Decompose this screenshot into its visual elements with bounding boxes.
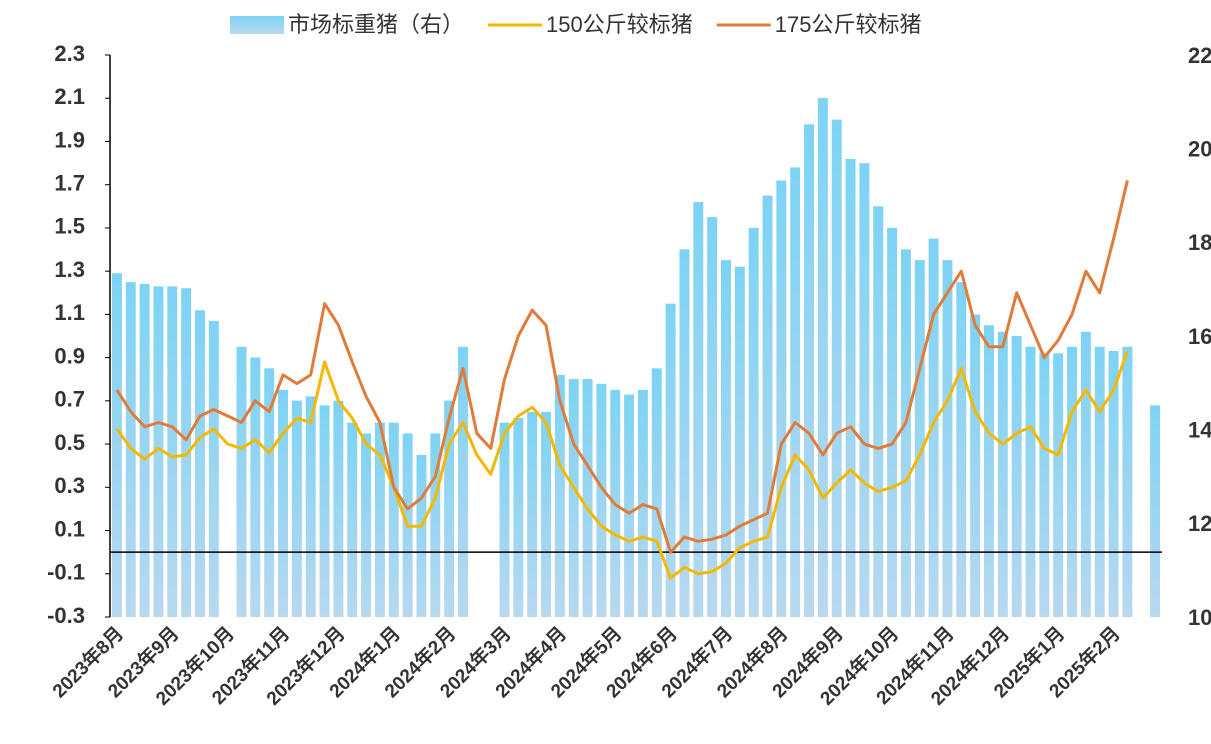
y-tick-label: 0.7 xyxy=(54,387,85,412)
y-tick-label: -0.3 xyxy=(47,603,85,628)
bar xyxy=(194,310,205,617)
legend-swatch xyxy=(230,16,284,34)
bar xyxy=(1108,350,1119,617)
y-tick-label: 0.9 xyxy=(54,343,85,368)
bar xyxy=(887,227,898,617)
bar xyxy=(1094,346,1105,617)
bar xyxy=(499,422,510,617)
bar xyxy=(748,227,759,617)
bar xyxy=(1067,346,1078,617)
bar xyxy=(1080,331,1091,617)
bar xyxy=(762,195,773,617)
bar xyxy=(804,124,815,618)
bar xyxy=(734,266,745,617)
bar xyxy=(900,249,911,617)
y-tick-label: 1.1 xyxy=(54,300,85,325)
bar xyxy=(790,167,801,617)
bar xyxy=(845,158,856,617)
bar xyxy=(624,394,635,617)
bar xyxy=(679,249,690,617)
y2-tick-label: 120 xyxy=(1188,511,1211,536)
bar xyxy=(817,98,828,617)
bar xyxy=(361,433,372,617)
bar xyxy=(1039,353,1050,617)
bar xyxy=(554,374,565,617)
bar xyxy=(111,273,122,617)
bar xyxy=(319,405,330,617)
y2-tick-label: 160 xyxy=(1188,324,1211,349)
bar xyxy=(582,379,593,617)
bar xyxy=(997,331,1008,617)
bar xyxy=(928,238,939,617)
bar xyxy=(236,346,247,617)
bar xyxy=(457,346,468,617)
y2-tick-label: 220 xyxy=(1188,43,1211,68)
bar xyxy=(347,422,358,617)
bar xyxy=(278,389,289,617)
bar xyxy=(513,417,524,617)
bar xyxy=(250,357,261,617)
bar xyxy=(333,400,344,617)
legend-label: 市场标重猪（右） xyxy=(288,12,464,37)
y-tick-label: -0.1 xyxy=(47,560,85,585)
legend-label: 175公斤较标猪 xyxy=(775,12,922,37)
bar xyxy=(444,400,455,617)
bar xyxy=(942,260,953,617)
bar xyxy=(527,411,538,617)
bar xyxy=(776,180,787,617)
y-tick-label: 2.1 xyxy=(54,84,85,109)
bar xyxy=(374,422,385,617)
bar xyxy=(139,284,150,617)
bar xyxy=(125,282,136,617)
bar xyxy=(291,400,302,617)
legend-label: 150公斤较标猪 xyxy=(546,12,693,37)
bar xyxy=(859,163,870,617)
bar xyxy=(665,303,676,617)
bar xyxy=(651,368,662,617)
y-tick-label: 2.3 xyxy=(54,41,85,66)
y-tick-label: 1.3 xyxy=(54,257,85,282)
bar xyxy=(1011,336,1022,617)
y2-tick-label: 180 xyxy=(1188,230,1211,255)
bar xyxy=(914,260,925,617)
bar xyxy=(1150,405,1161,617)
bar xyxy=(167,286,178,617)
y-tick-label: 0.3 xyxy=(54,473,85,498)
y2-tick-label: 200 xyxy=(1188,136,1211,161)
y2-tick-label: 100 xyxy=(1188,605,1211,630)
y-tick-label: 0.5 xyxy=(54,430,85,455)
bar xyxy=(873,206,884,617)
bar xyxy=(707,217,718,617)
bar xyxy=(264,368,275,617)
bar xyxy=(541,411,552,617)
y2-tick-label: 140 xyxy=(1188,417,1211,442)
bar xyxy=(153,286,164,617)
bar xyxy=(416,454,427,617)
bar xyxy=(693,202,704,617)
bar xyxy=(970,314,981,617)
bar xyxy=(596,383,607,617)
bar xyxy=(956,282,967,617)
bar xyxy=(388,422,399,617)
bar xyxy=(831,119,842,617)
legend: 市场标重猪（右） 150公斤较标猪 175公斤较标猪 xyxy=(230,12,921,37)
bar xyxy=(568,379,579,617)
y-tick-label: 1.5 xyxy=(54,214,85,239)
y-tick-label: 1.9 xyxy=(54,127,85,152)
bar xyxy=(208,321,219,617)
bar xyxy=(305,396,316,617)
bar xyxy=(430,433,441,617)
y-tick-label: 0.1 xyxy=(54,516,85,541)
bar xyxy=(983,325,994,617)
bar xyxy=(720,260,731,617)
bar xyxy=(1025,346,1036,617)
bar xyxy=(1053,353,1064,617)
y-tick-label: 1.7 xyxy=(54,171,85,196)
bar xyxy=(1122,346,1133,617)
